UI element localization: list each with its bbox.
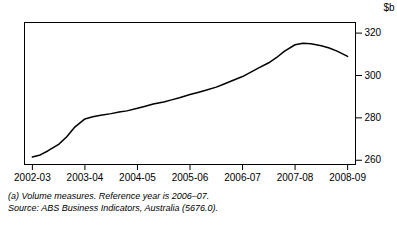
svg-text:300: 300 [365,70,382,81]
svg-text:280: 280 [365,112,382,123]
html-text:Source: ABS Business Indicator: Source: ABS Business Indicators, Austral… [8,203,218,213]
svg-text:$b: $b [383,2,395,13]
svg-text:2006-07: 2006-07 [224,172,261,183]
svg-text:2004-05: 2004-05 [119,172,156,183]
svg-text:2003-04: 2003-04 [67,172,104,183]
svg-text:260: 260 [365,154,382,165]
html-text:(a) Volume measures. Reference: (a) Volume measures. Reference year is 2… [8,191,210,201]
svg-text:320: 320 [365,27,382,38]
svg-text:2007-08: 2007-08 [277,172,314,183]
svg-text:2002-03: 2002-03 [14,172,51,183]
svg-text:2008-09: 2008-09 [329,172,366,183]
svg-text:2005-06: 2005-06 [172,172,209,183]
